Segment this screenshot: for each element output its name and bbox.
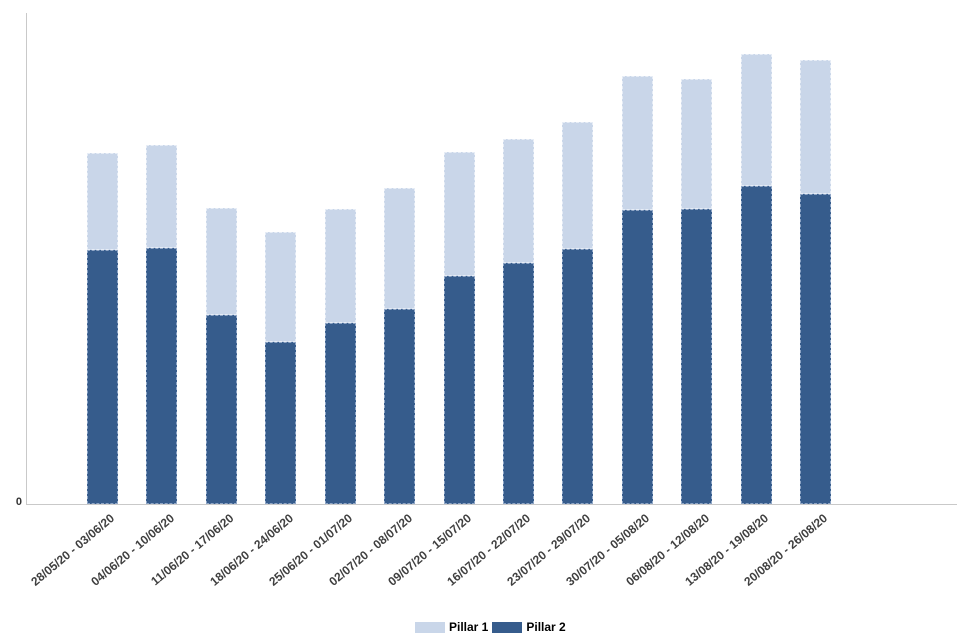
bar-segment-pillar1	[325, 209, 356, 323]
legend: Pillar 1 Pillar 2	[415, 620, 566, 634]
bar-segment-pillar2	[800, 194, 831, 504]
legend-label-pillar1: Pillar 1	[449, 620, 489, 634]
bar-segment-pillar2	[503, 263, 534, 504]
bar-segment-pillar1	[384, 188, 415, 309]
bar-segment-pillar2	[444, 276, 475, 504]
bar-segment-pillar1	[681, 79, 712, 209]
bar-segment-pillar1	[265, 232, 296, 342]
bar-segment-pillar2	[681, 209, 712, 504]
bar-segment-pillar2	[741, 186, 772, 504]
bar-segment-pillar1	[146, 145, 177, 248]
bar-segment-pillar1	[503, 139, 534, 263]
legend-swatch-pillar2	[492, 621, 523, 633]
bar-segment-pillar1	[800, 60, 831, 194]
bar-segment-pillar1	[87, 153, 118, 250]
legend-label-pillar2: Pillar 2	[526, 620, 566, 634]
bar-segment-pillar2	[384, 309, 415, 504]
bar-segment-pillar2	[562, 249, 593, 504]
bar-segment-pillar2	[87, 250, 118, 504]
bar-segment-pillar1	[562, 122, 593, 249]
bar-segment-pillar2	[265, 342, 296, 504]
bar-segment-pillar1	[622, 76, 653, 210]
bar-segment-pillar2	[206, 315, 237, 504]
legend-swatch-pillar1	[415, 621, 445, 633]
y-axis-line	[26, 13, 27, 504]
bar-segment-pillar1	[206, 208, 237, 315]
bar-segment-pillar2	[325, 323, 356, 504]
y-axis-zero-label: 0	[15, 496, 22, 508]
x-axis-line	[26, 504, 957, 505]
bar-segment-pillar1	[444, 152, 475, 276]
bar-segment-pillar2	[146, 248, 177, 504]
bar-segment-pillar1	[741, 54, 772, 186]
bar-segment-pillar2	[622, 210, 653, 504]
